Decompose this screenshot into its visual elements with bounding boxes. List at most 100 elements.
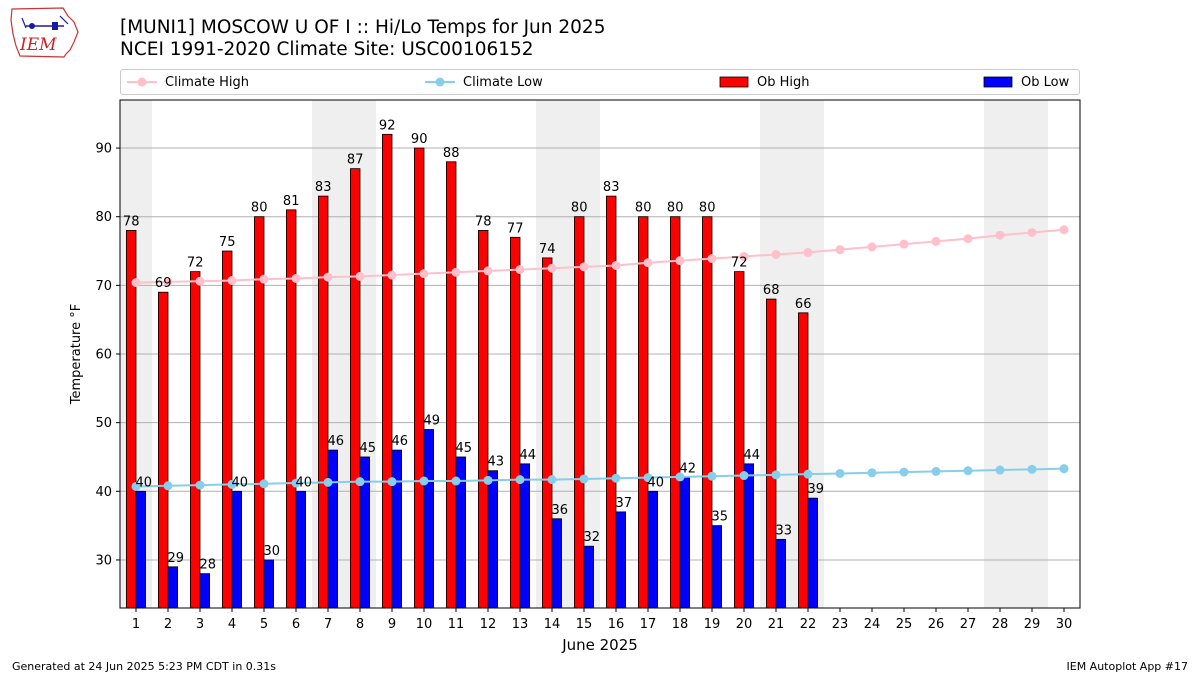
climate-high-point (867, 242, 877, 252)
legend-label: Ob High (757, 74, 810, 90)
ob-high-bar (509, 236, 521, 609)
ob-low-bar (231, 490, 243, 609)
climate-high-point (707, 254, 717, 264)
climate-high-point (803, 247, 813, 257)
ob-high-bar (702, 216, 713, 609)
x-tick-label: 13 (512, 617, 529, 632)
ob-high-bar (317, 195, 329, 609)
ob-low-label: 39 (808, 482, 825, 497)
ob-high-bar (670, 216, 681, 609)
x-tick-label: 15 (576, 617, 593, 632)
x-tick-label: 7 (324, 617, 332, 632)
ob-low-bar (327, 449, 339, 609)
climate-low-point (1059, 464, 1069, 474)
x-tick-label: 16 (608, 617, 625, 632)
climate-low-point (195, 480, 205, 490)
climate-low-point (355, 477, 365, 487)
ob-low-label: 36 (552, 503, 569, 518)
ob-low-label: 40 (136, 475, 153, 490)
ob-low-label: 33 (776, 523, 793, 538)
iem-logo: IEM (10, 7, 79, 58)
climate-high-point (611, 260, 621, 270)
climate-low-point (931, 466, 941, 476)
ob-high-label: 69 (155, 276, 172, 291)
ob-low-bar (647, 490, 659, 609)
ob-low-bar (487, 470, 499, 609)
y-tick-label: 60 (95, 348, 112, 363)
ob-low-label: 40 (648, 475, 665, 490)
climate-lines (131, 225, 1069, 491)
climate-low-point (611, 473, 621, 483)
legend-item-climate-low: Climate Low (425, 70, 543, 94)
climate-low-point (707, 471, 717, 481)
ob-high-bar (349, 168, 361, 609)
ob-low-label: 46 (328, 434, 345, 449)
x-tick-label: 23 (832, 617, 849, 632)
climate-high-point (163, 277, 173, 287)
y-tick-label: 80 (95, 210, 112, 225)
ob-low-label: 35 (712, 510, 729, 525)
logo-text: IEM (19, 35, 57, 55)
climate-low-point (259, 479, 269, 489)
ob-high-bar (477, 230, 489, 609)
x-tick-label: 6 (292, 617, 300, 632)
legend-item-climate-high: Climate High (127, 70, 249, 94)
ob-high-bar (445, 161, 457, 609)
ob-high-bar (285, 209, 297, 609)
ob-high-label: 74 (539, 242, 556, 257)
climate-high-line (135, 228, 1065, 284)
climate-high-point (675, 256, 685, 266)
ob-low-bar (551, 518, 563, 609)
ob-high-label: 66 (795, 297, 812, 312)
climate-low-point (547, 475, 557, 485)
climate-high-point (643, 258, 653, 268)
climate-high-point (419, 269, 429, 279)
x-tick-label: 17 (640, 617, 657, 632)
climate-high-point (323, 272, 333, 282)
x-tick-label: 12 (480, 617, 497, 632)
climate-low-point (387, 477, 397, 487)
ob-high-bar (126, 230, 137, 609)
ob-low-bar (679, 477, 691, 609)
climate-low-point (867, 468, 877, 478)
x-tick-label: 19 (704, 617, 721, 632)
climate-high-point (131, 278, 141, 288)
ob-low-label: 37 (616, 496, 633, 511)
climate-high-point (1059, 225, 1069, 235)
climate-low-point (163, 481, 173, 491)
ob-low-bar (199, 573, 211, 609)
climate-low-point (643, 473, 653, 483)
ob-high-label: 87 (347, 153, 364, 168)
climate-high-point (291, 273, 301, 283)
ob-high-label: 80 (251, 201, 268, 216)
x-tick-label: 30 (1056, 617, 1073, 632)
climate-high-point (483, 266, 493, 276)
climate-low-point (675, 472, 685, 482)
climate-low-point (131, 481, 141, 491)
ob-low-bar (583, 545, 595, 609)
ob-low-label: 49 (424, 414, 441, 429)
x-tick-label: 8 (356, 617, 364, 632)
ob-high-label: 72 (187, 256, 204, 271)
x-tick-label: 28 (992, 617, 1009, 632)
climate-high-point (579, 262, 589, 272)
ob-low-bar (167, 566, 179, 609)
climate-high-point (931, 236, 941, 246)
ob-high-label: 92 (379, 118, 396, 133)
chart-subtitle: NCEI 1991-2020 Climate Site: USC00106152 (120, 39, 534, 60)
ob-high-label: 78 (123, 214, 140, 229)
x-tick-label: 27 (960, 617, 977, 632)
ob-low-label: 44 (520, 448, 537, 463)
climate-high-point (259, 274, 269, 284)
ob-low-bar (263, 559, 275, 609)
ob-low-label: 45 (360, 441, 377, 456)
legend-label: Ob Low (1021, 74, 1070, 90)
ob-low-bar (295, 490, 307, 609)
ob-high-label: 77 (507, 221, 524, 236)
ob-high-label: 72 (731, 256, 748, 271)
x-tick-label: 11 (448, 617, 465, 632)
climate-low-point (835, 468, 845, 478)
ob-low-label: 29 (168, 551, 185, 566)
legend-item-ob-high: Ob High (719, 70, 810, 94)
